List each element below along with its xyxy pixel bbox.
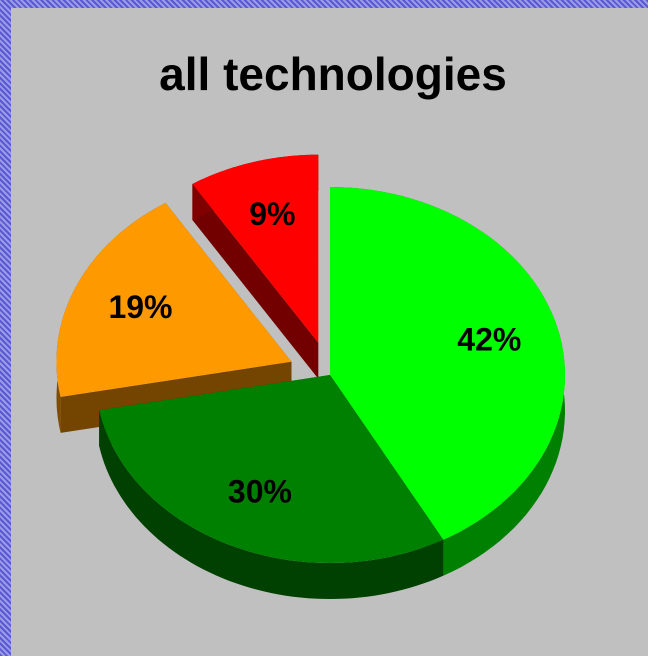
data-label: 19%: [108, 289, 172, 325]
chart-title: all technologies: [159, 48, 507, 100]
slice: [330, 187, 565, 540]
slice: [99, 375, 444, 563]
slice: [56, 202, 292, 397]
data-label: 30%: [228, 474, 292, 510]
data-label: 9%: [249, 196, 295, 232]
slice-side: [192, 184, 319, 379]
chart: all technologies 42% 30% 19% 9%: [11, 8, 648, 656]
slice: [192, 154, 319, 343]
data-label: 42%: [457, 322, 521, 358]
slice-side: [99, 410, 444, 599]
